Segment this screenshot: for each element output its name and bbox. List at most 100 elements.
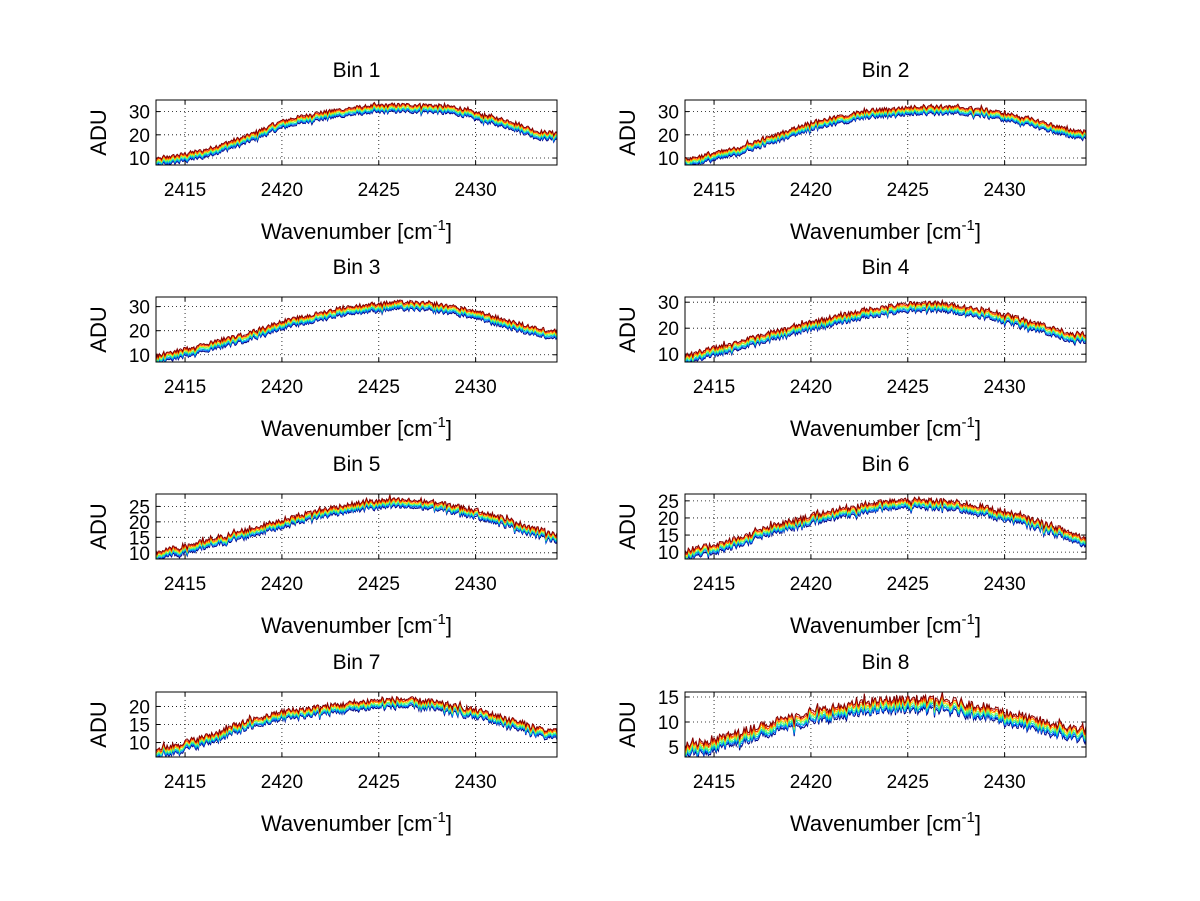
bin-7-xtick-label: 2430	[454, 772, 496, 793]
bin-4-ytick-label: 30	[658, 293, 679, 314]
bin-8-axes-frame	[684, 691, 1087, 758]
bin-1-xtick-label: 2420	[261, 180, 303, 201]
bin-7-xtick-label: 2425	[358, 772, 400, 793]
bin-2-ytick-label: 30	[658, 103, 679, 124]
bin-3-series-7-line	[156, 299, 557, 359]
bin-5-xtick-label: 2425	[358, 574, 400, 595]
bin-3-xtick-label: 2415	[164, 377, 206, 398]
bin-3-xtick-label: 2430	[454, 377, 496, 398]
bin-6-series-7-line	[685, 495, 1086, 554]
bin-3-xlabel: Wavenumber [cm-1]	[261, 414, 452, 441]
bin-4-axes-frame	[684, 296, 1087, 363]
bin-4-series-2-line	[685, 305, 1086, 362]
bin-7-title: Bin 7	[333, 651, 381, 674]
bin-7-series-1-line	[157, 702, 557, 757]
bin-1-ylabel: ADU	[86, 109, 111, 155]
bin-1-series-4-line	[156, 104, 557, 164]
bin-7-xlabel: Wavenumber [cm-1]	[261, 809, 452, 836]
bin-7-xtick-label: 2420	[261, 772, 303, 793]
bin-6-axes-area	[685, 494, 1086, 559]
bin-8-ytick-label: 5	[668, 738, 679, 759]
bin-7-series-4-line	[156, 699, 557, 756]
bin-4-xtick-label: 2425	[887, 377, 929, 398]
bin-1-axes-frame	[155, 99, 558, 166]
bin-4-xtick-label: 2420	[790, 377, 832, 398]
bin-4-xtick-label: 2415	[693, 377, 735, 398]
bin-5-ytick-label: 25	[129, 497, 150, 518]
bin-6-ytick-label: 10	[658, 543, 679, 564]
bin-5-title: Bin 5	[333, 453, 381, 476]
bin-8-xtick-label: 2420	[790, 772, 832, 793]
bin-2-ylabel: ADU	[615, 109, 640, 155]
bin-5-ytick-label: 10	[129, 544, 150, 565]
bin-5-ytick-label: 20	[129, 513, 150, 534]
bin-3-ylabel: ADU	[86, 306, 111, 352]
bin-7-ytick-label: 20	[129, 697, 150, 718]
bin-7-axes-frame	[155, 691, 558, 758]
bin-1-ytick-label: 10	[129, 149, 150, 170]
bin-3-ytick-label: 20	[129, 322, 150, 343]
bin-8-xtick-label: 2430	[983, 772, 1025, 793]
bin-2-xlabel: Wavenumber [cm-1]	[790, 217, 981, 244]
bin-8-ytick-label: 15	[658, 688, 679, 709]
bin-4-xlabel: Wavenumber [cm-1]	[790, 414, 981, 441]
bin-2-axes-frame	[684, 99, 1087, 166]
bin-8-panel: Bin 8 2415 2420 2425 2430 5 10 15 Wavenumber [cm…	[615, 651, 1087, 836]
bin-8-xtick-label: 2415	[693, 772, 735, 793]
bin-6-ylabel: ADU	[615, 503, 640, 549]
bin-5-ytick-label: 15	[129, 528, 150, 549]
bin-1-title: Bin 1	[333, 59, 381, 82]
bin-5-xtick-label: 2420	[261, 574, 303, 595]
bin-6-ytick-label: 20	[658, 509, 679, 530]
bin-7-ytick-label: 15	[129, 716, 150, 737]
bin-4-axes-area	[685, 297, 1086, 362]
bin-3-xtick-label: 2425	[358, 377, 400, 398]
bin-5-axes-frame	[155, 493, 558, 560]
bin-7-series-6-line	[156, 696, 557, 754]
bin-6-xtick-label: 2420	[790, 574, 832, 595]
bin-3-panel: Bin 3 2415 2420 2425 2430 10 20 30 Wavenumber [c…	[86, 256, 558, 441]
bin-3-ytick-label: 10	[129, 346, 150, 367]
bin-2-series-4-line	[685, 106, 1086, 164]
bin-2-xtick-label: 2430	[983, 180, 1025, 201]
bin-1-ytick-label: 20	[129, 126, 150, 147]
bin-6-series-5-line	[685, 498, 1086, 557]
bin-7-ytick-label: 10	[129, 734, 150, 755]
bin-4-series-5-line	[685, 301, 1086, 361]
bin-4-ylabel: ADU	[615, 306, 640, 352]
bin-6-ytick-label: 25	[658, 492, 679, 513]
bin-1-xtick-label: 2425	[358, 180, 400, 201]
bin-6-series-3-line	[685, 500, 1086, 559]
bin-2-ytick-label: 10	[658, 149, 679, 170]
bin-5-xtick-label: 2415	[164, 574, 206, 595]
bin-7-series-7-line	[156, 695, 557, 752]
bin-5-xtick-label: 2430	[454, 574, 496, 595]
bin-5-xlabel: Wavenumber [cm-1]	[261, 611, 452, 638]
bin-6-title: Bin 6	[862, 453, 910, 476]
bin-4-series-3-line	[685, 304, 1086, 362]
bin-3-ytick-label: 30	[129, 298, 150, 319]
bin-1-xtick-label: 2415	[164, 180, 206, 201]
bin-7-ylabel: ADU	[86, 701, 111, 747]
bin-5-ylabel: ADU	[86, 503, 111, 549]
bin-5-series-7-line	[156, 494, 557, 556]
bin-8-xlabel: Wavenumber [cm-1]	[790, 809, 981, 836]
bin-6-ytick-label: 15	[658, 526, 679, 547]
bin-8-ylabel: ADU	[615, 701, 640, 747]
bin-4-xtick-label: 2430	[983, 377, 1025, 398]
bin-6-xlabel: Wavenumber [cm-1]	[790, 611, 981, 638]
bin-4-series-4-line	[685, 302, 1086, 362]
bin-2-title: Bin 2	[862, 59, 910, 82]
bin-4-series-1-line	[686, 306, 1086, 362]
bin-1-ytick-label: 30	[129, 103, 150, 124]
bin-4-ytick-label: 10	[658, 345, 679, 366]
bin-4-title: Bin 4	[862, 256, 910, 279]
bin-3-title: Bin 3	[333, 256, 381, 279]
bin-4-series-7-line	[685, 298, 1086, 359]
bin-2-xtick-label: 2425	[887, 180, 929, 201]
